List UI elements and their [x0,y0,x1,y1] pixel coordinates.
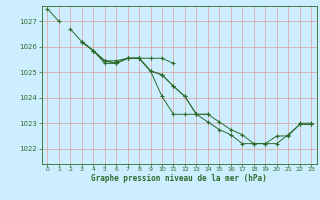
X-axis label: Graphe pression niveau de la mer (hPa): Graphe pression niveau de la mer (hPa) [91,174,267,183]
